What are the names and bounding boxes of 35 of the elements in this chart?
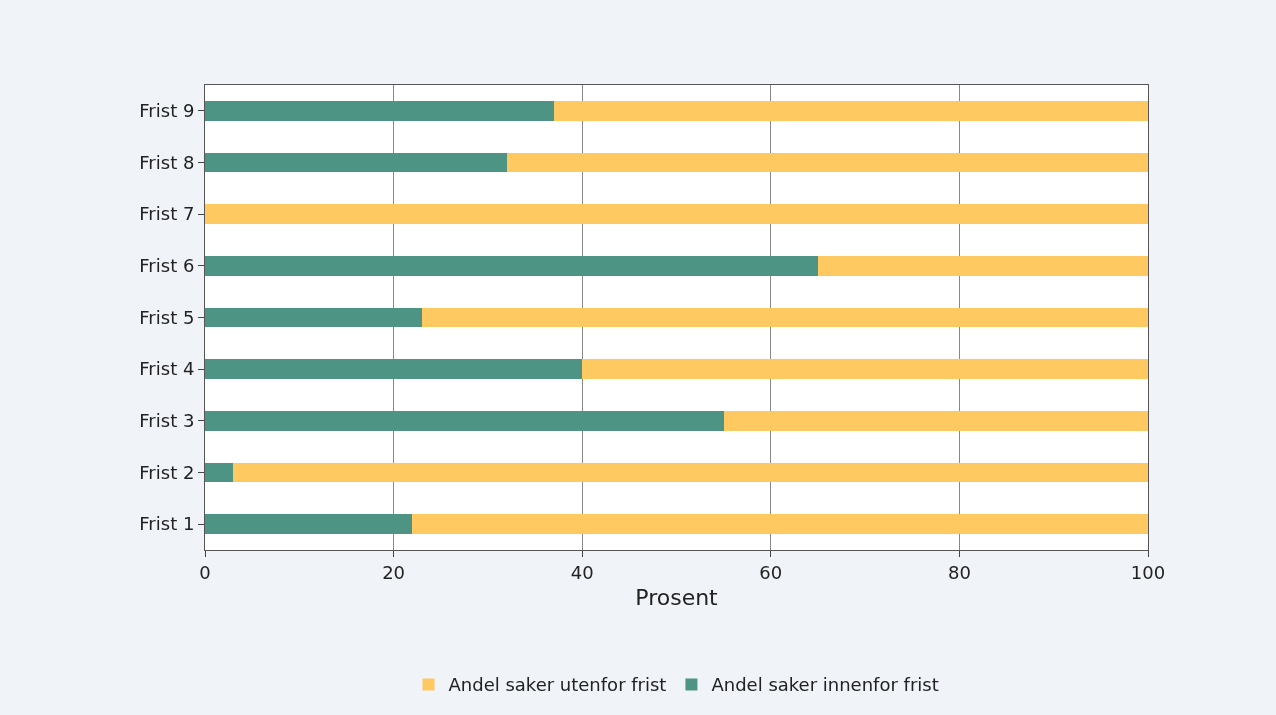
bar (421, 307, 1148, 328)
y-tick-label: Frist 4 (139, 358, 195, 380)
x-axis-title: Prosent (635, 585, 719, 611)
x-tick-label: 80 (947, 561, 971, 583)
legend-label: Andel saker innenfor frist (711, 674, 939, 696)
x-tick-label: 0 (199, 561, 211, 583)
x-tick-label: 100 (1130, 561, 1166, 583)
bar (817, 256, 1148, 276)
bar (723, 411, 1148, 431)
y-tick-label: Frist 7 (139, 203, 195, 225)
y-tick-label: Frist 5 (139, 306, 195, 328)
y-tick-label: Frist 6 (139, 255, 195, 277)
x-tick-label: 40 (570, 561, 594, 583)
legend-label: Andel saker utenfor frist (448, 674, 667, 696)
bar (205, 514, 413, 534)
y-tick-label: Frist 2 (139, 461, 195, 483)
bar (412, 514, 1148, 534)
bar (233, 462, 1148, 483)
bar (506, 152, 1148, 173)
x-tick-label: 20 (382, 561, 406, 583)
bar (582, 359, 1148, 379)
bar (205, 307, 422, 328)
y-tick-label: Frist 9 (139, 100, 195, 122)
bar (205, 411, 724, 431)
y-tick-label: Frist 3 (139, 410, 195, 432)
bar (205, 359, 583, 379)
bar (205, 101, 554, 121)
bar (205, 462, 234, 483)
y-tick-label: Frist 8 (139, 151, 195, 173)
x-tick-label: 60 (759, 561, 783, 583)
bar (205, 256, 818, 276)
bar (205, 152, 507, 173)
y-tick-label: Frist 1 (139, 513, 195, 535)
bar (205, 204, 1148, 224)
bar (553, 101, 1148, 121)
